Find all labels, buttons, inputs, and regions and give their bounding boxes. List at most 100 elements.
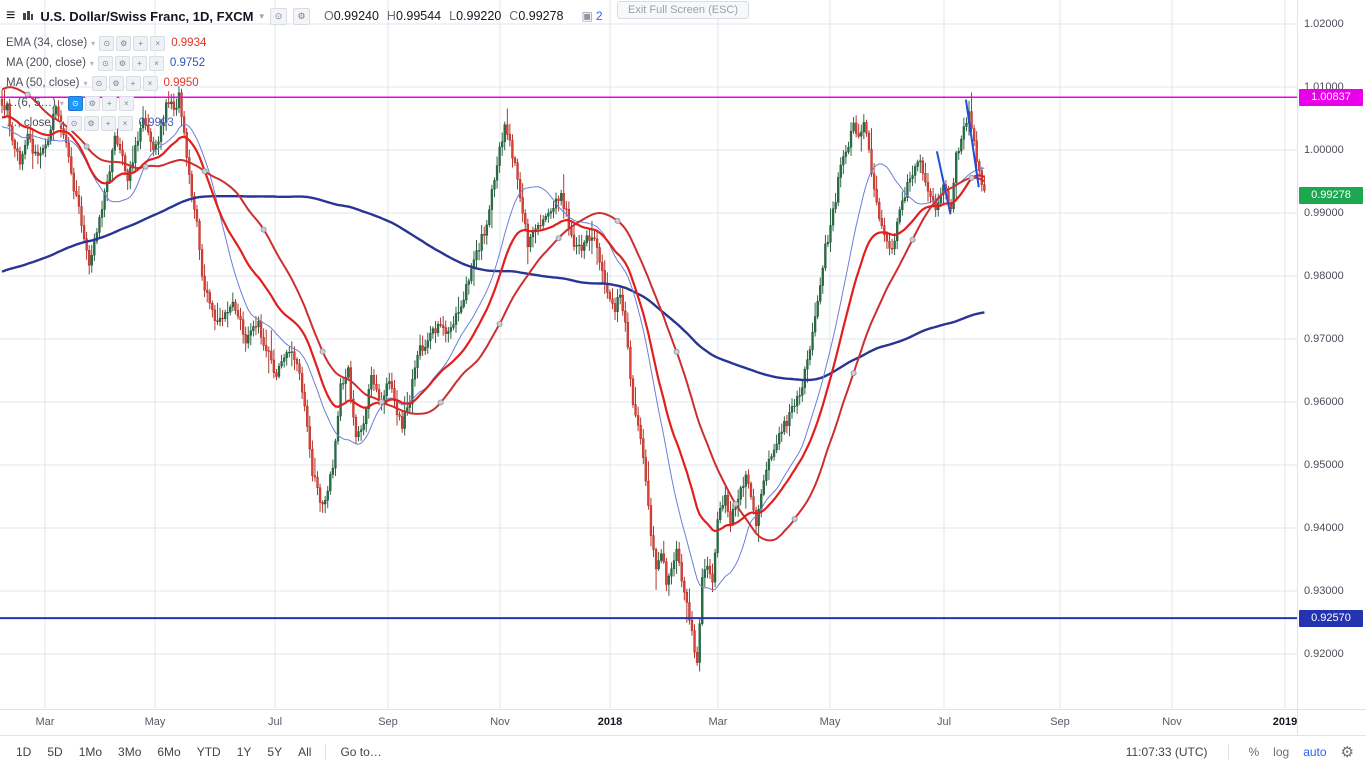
add-icon[interactable]: +	[101, 95, 117, 111]
ma-marker-dot	[142, 163, 149, 170]
ma-marker-dot	[201, 168, 208, 175]
chevron-down-icon[interactable]: ▾	[259, 10, 264, 21]
ma-marker-dot	[555, 235, 562, 242]
range-button-1d[interactable]: 1D	[16, 745, 32, 759]
indicator-row: MA (50, close) ▾ ⊙ ⚙ + × 0.9950	[6, 73, 206, 93]
trendline-drawing[interactable]	[935, 151, 952, 215]
ma200-line[interactable]	[1, 195, 985, 382]
range-button-all[interactable]: All	[298, 745, 312, 759]
indicator-row: MA (200, close) ▾ ⊙ ⚙ + × 0.9752	[6, 53, 206, 73]
close-icon[interactable]: ×	[117, 115, 133, 131]
chart-canvas[interactable]	[0, 0, 1297, 709]
time-tick: Sep	[378, 716, 398, 728]
chevron-down-icon[interactable]: ▾	[59, 98, 64, 108]
range-button-ytd[interactable]: YTD	[196, 745, 221, 759]
ma-marker-dot	[260, 226, 267, 233]
price-tick: 0.96000	[1304, 395, 1344, 408]
price-tick: 0.97000	[1304, 332, 1344, 345]
add-icon[interactable]: +	[131, 55, 147, 71]
chart-header: ≡ U.S. Dollar/Swiss Franc, 1D, FXCM ▾ ⊙ …	[6, 7, 603, 25]
price-axis[interactable]: 1.02000 1.01000 1.00000 0.99000 0.98000 0.970…	[1297, 0, 1366, 709]
chart-type-icon[interactable]	[22, 10, 34, 22]
visibility-icon[interactable]: ⊙	[66, 115, 82, 131]
time-tick: 2018	[597, 716, 623, 728]
time-tick: Mar	[35, 716, 55, 728]
series-visibility-icon[interactable]: ⊙	[270, 7, 287, 25]
price-tick: 0.93000	[1304, 584, 1344, 597]
settings-icon[interactable]: ⚙	[83, 115, 99, 131]
symbol-title[interactable]: U.S. Dollar/Swiss Franc, 1D, FXCM	[40, 8, 254, 24]
level-price-label: 1.00837	[1299, 88, 1363, 106]
clock[interactable]: 11:07:33 (UTC)	[1125, 745, 1208, 759]
ma50-line[interactable]	[1, 86, 985, 542]
series-settings-icon[interactable]: ⚙	[293, 7, 310, 25]
settings-icon[interactable]: ⚙	[116, 35, 132, 51]
settings-icon[interactable]: ⚙	[108, 75, 124, 91]
ohlc-close: C0.99278	[509, 9, 564, 23]
toolbar-right: 11:07:33 (UTC) % log auto ⚙	[1126, 743, 1366, 761]
range-button-1mo[interactable]: 1Mo	[78, 745, 103, 759]
indicator-row: …(6, 5…) ▾ ⊙ ⚙ + ×	[6, 93, 206, 113]
chart-plot-area: ≡ U.S. Dollar/Swiss Franc, 1D, FXCM ▾ ⊙ …	[0, 0, 1297, 709]
range-button-3mo[interactable]: 3Mo	[118, 745, 142, 759]
visibility-icon[interactable]: ⊙	[99, 35, 115, 51]
close-icon[interactable]: ×	[150, 35, 166, 51]
range-button-6mo[interactable]: 6Mo	[157, 745, 181, 759]
chevron-down-icon[interactable]: ▾	[58, 118, 63, 128]
close-icon[interactable]: ×	[118, 95, 134, 111]
ma-marker-dot	[791, 516, 798, 523]
object-tree-badge[interactable]: ▣ 2	[582, 9, 603, 23]
indicator-label[interactable]: MA (200, close)	[6, 57, 86, 69]
price-tick: 0.98000	[1304, 269, 1344, 282]
fullscreen-tooltip: Exit Full Screen (ESC)	[616, 1, 750, 19]
axis-corner	[1297, 709, 1366, 736]
chevron-down-icon[interactable]: ▾	[83, 78, 88, 88]
close-icon[interactable]: ×	[142, 75, 158, 91]
close-icon[interactable]: ×	[148, 55, 164, 71]
ma20-line[interactable]	[1, 123, 985, 591]
ohlc-open: O0.99240	[324, 9, 379, 23]
indicator-label[interactable]: EMA (34, close)	[6, 37, 88, 49]
gear-icon[interactable]: ⚙	[1340, 744, 1354, 761]
indicator-buttons: ⊙ ⚙ + ×	[91, 75, 158, 91]
settings-icon[interactable]: ⚙	[114, 55, 130, 71]
last-price-label: 0.99278	[1299, 186, 1363, 204]
time-tick: Jul	[267, 716, 283, 728]
ema34-line[interactable]	[1, 115, 985, 533]
trendline-drawing[interactable]	[964, 99, 980, 188]
log-scale-button[interactable]: log	[1273, 745, 1290, 759]
range-button-5y[interactable]: 5Y	[267, 745, 283, 759]
indicator-label[interactable]: …(6, 5…)	[6, 97, 56, 109]
range-button-5d[interactable]: 5D	[47, 745, 63, 759]
chevron-down-icon[interactable]: ▾	[89, 58, 94, 68]
settings-icon[interactable]: ⚙	[84, 95, 100, 111]
indicator-value: 0.9752	[169, 57, 206, 69]
visibility-icon[interactable]: ⊙	[67, 95, 83, 111]
percent-scale-button[interactable]: %	[1248, 745, 1260, 759]
indicator-value: 0.9934	[171, 37, 207, 49]
time-axis[interactable]: Mar May Jul Sep Nov 2018 Mar May Jul Sep Nov 2019	[0, 709, 1297, 736]
goto-button[interactable]: Go to…	[340, 745, 382, 759]
indicator-buttons: ⊙ ⚙ + ×	[97, 55, 164, 71]
ma-marker-dot	[319, 348, 326, 355]
layers-icon: ▣	[581, 9, 593, 23]
indicator-buttons: ⊙ ⚙ + ×	[66, 115, 133, 131]
add-icon[interactable]: +	[125, 75, 141, 91]
indicator-label[interactable]: …, close)	[6, 117, 55, 129]
price-tick: 0.92000	[1304, 647, 1344, 660]
chevron-down-icon[interactable]: ▾	[91, 38, 96, 48]
range-button-1y[interactable]: 1Y	[236, 745, 252, 759]
add-icon[interactable]: +	[100, 115, 116, 131]
ma-marker-dot	[732, 500, 739, 507]
indicator-row: …, close) ▾ ⊙ ⚙ + × 0.9903	[6, 113, 206, 133]
visibility-icon[interactable]: ⊙	[97, 55, 113, 71]
toolbar-divider	[1227, 744, 1229, 760]
ma-marker-dot	[909, 236, 916, 243]
ohlc-high: H0.99544	[386, 9, 442, 23]
indicator-label[interactable]: MA (50, close)	[6, 77, 80, 89]
add-icon[interactable]: +	[133, 35, 149, 51]
auto-scale-button[interactable]: auto	[1303, 745, 1327, 759]
menu-icon[interactable]: ≡	[6, 7, 16, 24]
visibility-icon[interactable]: ⊙	[91, 75, 107, 91]
